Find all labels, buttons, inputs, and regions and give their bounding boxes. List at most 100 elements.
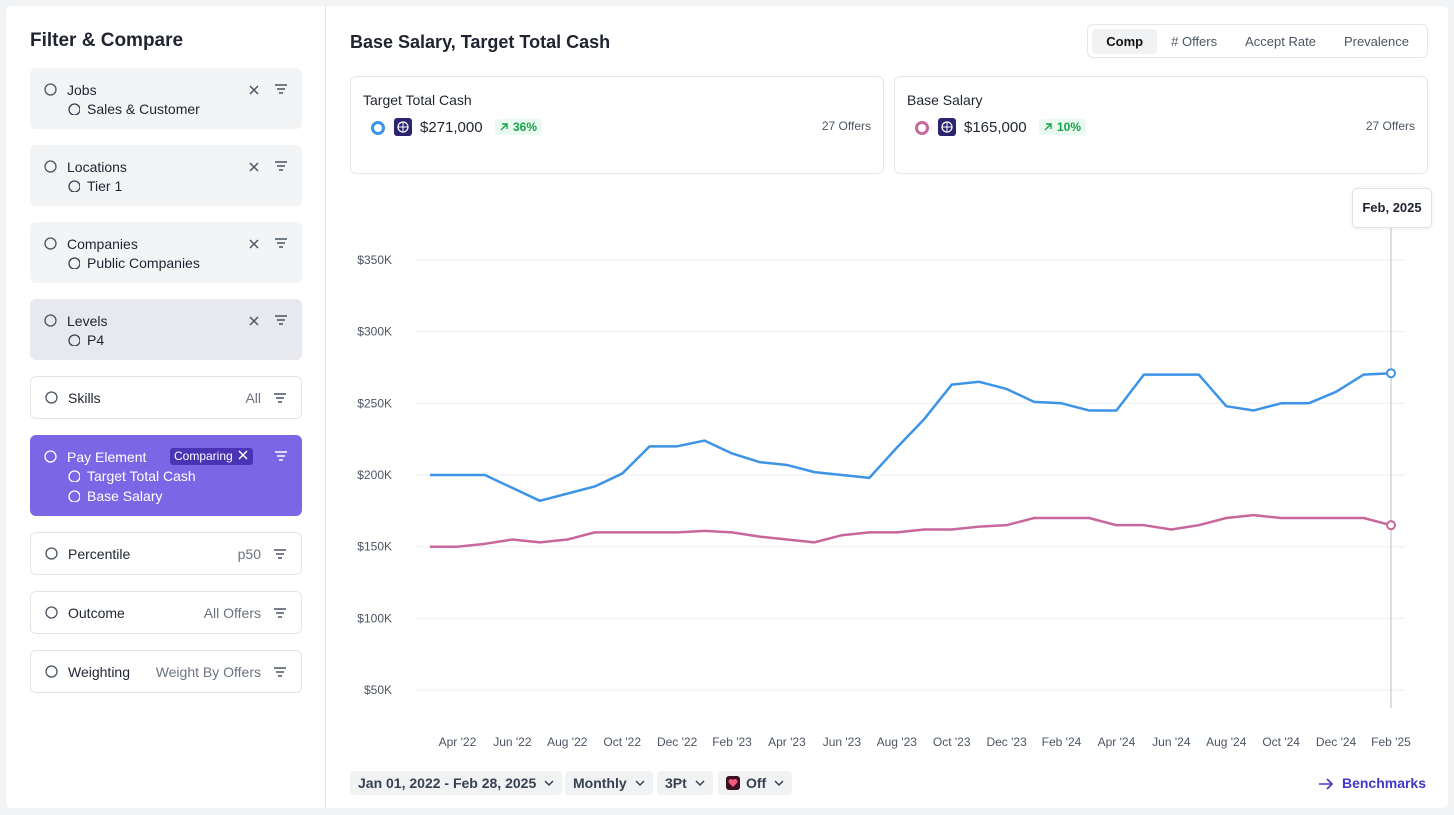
tab[interactable]: Prevalence [1343,33,1409,49]
filter-selection-text: Sales & Customer [87,101,200,117]
tab[interactable]: Accept Rate [1245,33,1316,49]
filter-value: All Offers [203,605,261,621]
icon [274,449,288,465]
icon [67,489,81,505]
filter-item[interactable]: Skills All [30,376,302,419]
card-offers: 27 Offers [821,119,871,133]
filter-label: Pay Element [67,449,147,465]
pay-element-text: Base Salary [87,488,163,504]
pay-element: Target Total Cash [67,468,196,484]
icon [273,665,287,681]
filter-label: Jobs [67,82,97,98]
card-value: $165,000 [964,119,1027,136]
filter-selection: Tier 1 [67,178,122,194]
icon [67,102,81,118]
badge-text: Comparing [174,449,233,463]
tab[interactable]: # Offers [1171,33,1218,49]
filter-item[interactable]: Outcome All Offers [30,591,302,634]
filter-selection: Sales & Customer [67,101,200,117]
icon [274,236,288,252]
card-change-text: 10% [1057,120,1082,134]
filter-label: Percentile [68,546,131,562]
smoothing[interactable]: 3Pt [657,771,713,795]
card-title: Base Salary [907,92,983,108]
benchmarks-text: Benchmarks [1341,775,1426,791]
filter-item[interactable]: Levels P4 [30,299,302,360]
badge: Comparing [170,448,253,465]
icon [248,83,260,99]
filter-item[interactable]: Companies Public Companies [30,222,302,283]
filter-label: Levels [67,313,108,329]
card-offers: 27 Offers [1365,119,1415,133]
pay-element-text: Target Total Cash [87,468,196,484]
card-title: Target Total Cash [363,92,472,108]
toggle[interactable]: Off [718,771,793,795]
tab[interactable]: Comp [1092,28,1158,54]
tooltip: Feb, 2025 [1352,188,1432,228]
interval[interactable]: Monthly [565,771,653,795]
date-range-text: Jan 01, 2022 - Feb 28, 2025 [358,775,537,791]
filter-item[interactable]: Weighting Weight By Offers [30,650,302,693]
filter-item[interactable]: Pay Element Comparing Target Total Cash Bas… [30,435,302,516]
smoothing-text: 3Pt [665,775,687,791]
filter-selection-text: Tier 1 [87,178,123,194]
icon [274,313,288,329]
filter-label: Skills [68,390,101,406]
app: Filter & Compare Jobs Sales & Customer Loc… [6,6,1448,808]
icon [67,179,81,195]
icon [273,606,287,622]
icon [248,237,260,253]
icon [43,82,58,100]
icon [248,314,260,330]
filter-selection: Public Companies [67,255,200,271]
icon [273,547,287,563]
filter-item[interactable]: Percentile p50 [30,532,302,575]
interval-text: Monthly [573,775,627,791]
icon [43,313,58,331]
legend-marker [915,121,929,135]
summary-card: Base Salary $165,000 10% 27 Offers [894,76,1428,174]
chart-title: Base Salary, Target Total Cash [350,32,611,52]
icon [274,82,288,98]
icon [43,159,58,177]
filter-selection-text: Public Companies [87,255,200,271]
pay-element: Base Salary [67,488,162,504]
filter-value: p50 [237,546,261,562]
icon [274,159,288,175]
filter-label: Locations [67,159,127,175]
filter-value: All [245,390,261,406]
filter-selection-text: P4 [87,332,105,348]
icon [273,391,287,407]
date-range[interactable]: Jan 01, 2022 - Feb 28, 2025 [350,771,563,795]
sidebar: Filter & Compare Jobs Sales & Customer Loc… [6,6,326,808]
icon [44,390,59,408]
card-change: 10% [1039,119,1087,135]
main-panel: Base Salary, Target Total Cash Comp # Off… [326,6,1448,808]
card-value: $271,000 [420,119,483,136]
icon [67,469,81,485]
icon [44,546,59,564]
icon [248,160,260,176]
icon [67,256,81,272]
sidebar-title: Filter & Compare [30,30,184,51]
icon [938,118,956,136]
filter-label: Outcome [68,605,125,621]
icon [43,449,58,467]
icon [44,664,59,682]
card-change: 36% [495,119,543,135]
filter-selection: P4 [67,332,104,348]
tab-bar: Comp # Offers Accept Rate Prevalence [1087,24,1428,58]
icon [394,118,412,136]
icon [67,333,81,349]
benchmarks-link[interactable]: Benchmarks [1318,775,1426,791]
filter-label: Weighting [68,664,131,680]
summary-card: Target Total Cash $271,000 36% 27 Offers [350,76,884,174]
icon [44,605,59,623]
filter-item[interactable]: Locations Tier 1 [30,145,302,206]
icon [237,450,249,464]
legend-marker [371,121,385,135]
icon [43,236,58,254]
card-change-text: 36% [513,120,538,134]
filter-item[interactable]: Jobs Sales & Customer [30,68,302,129]
